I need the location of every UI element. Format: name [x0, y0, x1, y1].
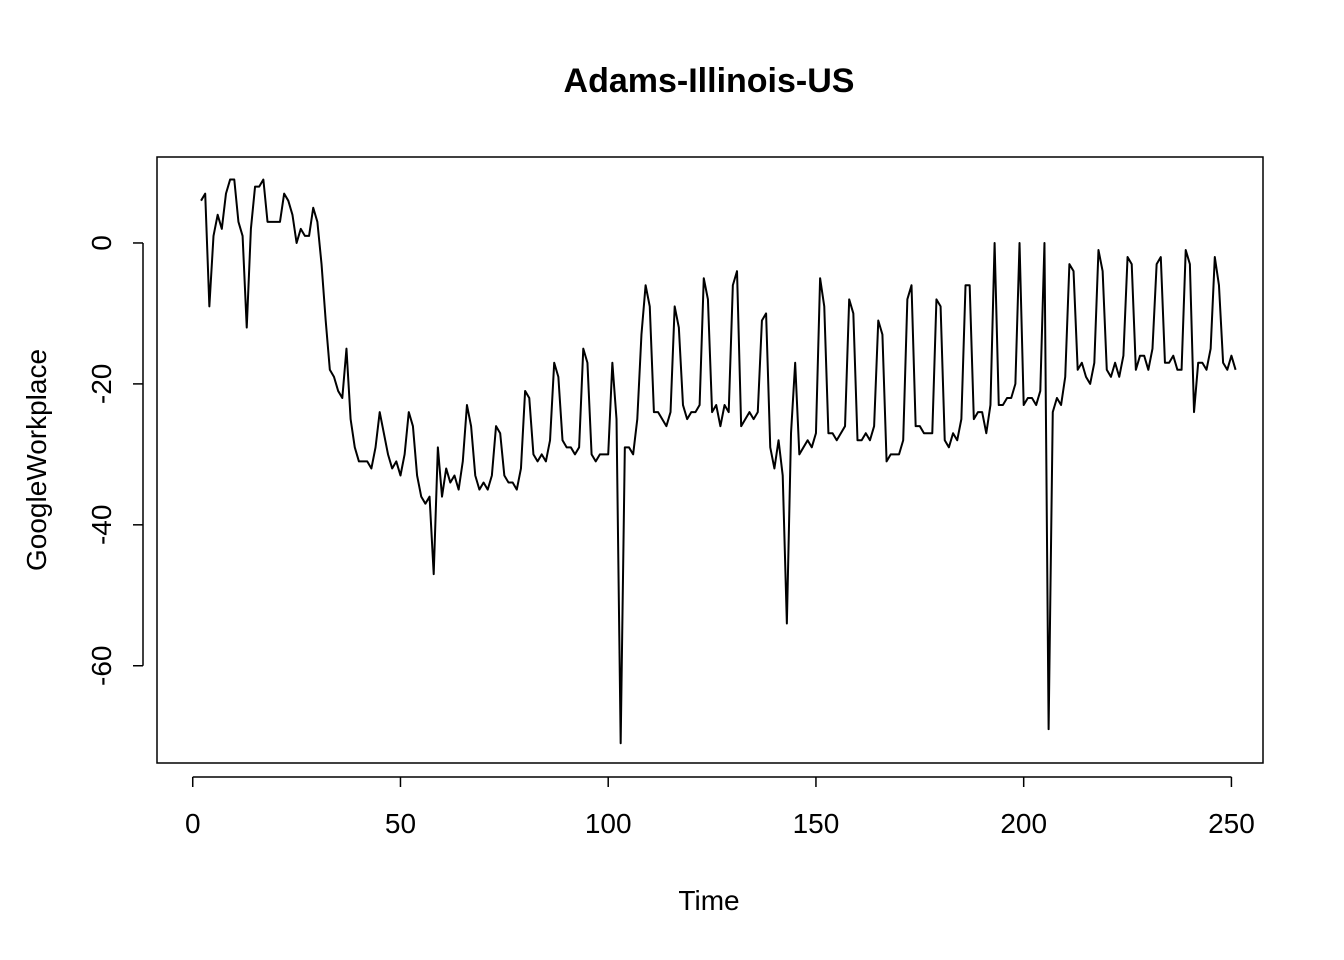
- x-tick-label: 50: [385, 808, 416, 839]
- x-tick-label: 150: [793, 808, 840, 839]
- y-tick-label: -60: [86, 646, 117, 686]
- y-axis-label: GoogleWorkplace: [21, 349, 52, 571]
- x-axis: 0 50 100 150 200 250: [185, 776, 1255, 839]
- x-tick-label: 200: [1000, 808, 1047, 839]
- y-tick-label: 0: [86, 235, 117, 251]
- y-tick-label: -20: [86, 364, 117, 404]
- x-tick-label: 100: [585, 808, 632, 839]
- y-tick-label: -40: [86, 505, 117, 545]
- series-line: [200, 178, 1237, 745]
- x-axis-label: Time: [678, 885, 739, 916]
- x-tick-label: 250: [1208, 808, 1255, 839]
- plot-frame: [156, 156, 1264, 764]
- chart-title: Adams-Illinois-US: [564, 62, 855, 100]
- y-axis: -60 -40 -20 0: [86, 235, 144, 686]
- x-tick-label: 0: [185, 808, 201, 839]
